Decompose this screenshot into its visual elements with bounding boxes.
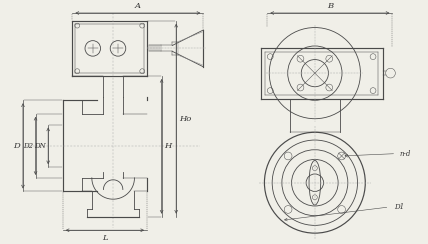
Text: D: D xyxy=(13,142,20,150)
Text: A: A xyxy=(135,2,141,10)
Text: Ho: Ho xyxy=(179,115,191,123)
Text: D2: D2 xyxy=(24,142,34,150)
Text: H: H xyxy=(164,142,172,150)
Text: B: B xyxy=(327,2,333,10)
Text: D1: D1 xyxy=(394,203,404,211)
Text: DN: DN xyxy=(35,142,46,150)
Text: L: L xyxy=(102,234,108,242)
Text: n-d: n-d xyxy=(399,150,410,158)
